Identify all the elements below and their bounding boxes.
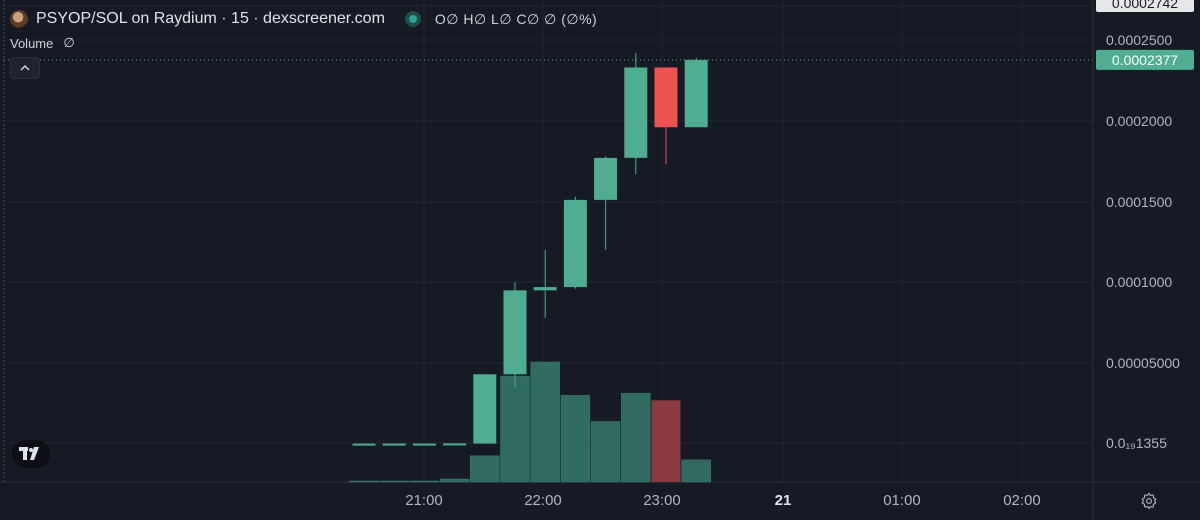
volume-bar (469, 455, 500, 483)
candle-body (352, 443, 376, 446)
y-tick-label: 0.0001500 (1106, 194, 1172, 210)
x-tick-label: 02:00 (1003, 492, 1041, 509)
gear-icon (1141, 492, 1157, 510)
last-price-tag-bg (1096, 49, 1194, 70)
volume-label: Volume (10, 35, 54, 51)
price-tag-high-bg (1096, 0, 1194, 12)
pair-title: PSYOP/SOL on Raydium · 15 · dexscreener.… (36, 10, 385, 27)
y-tick-label: 0.0001000 (1106, 274, 1172, 290)
last-price-tag: 0.0002377 (1112, 52, 1178, 68)
candle-body (594, 157, 618, 200)
volume-legend: Volume ∅ (10, 35, 75, 51)
volume-bar (439, 478, 470, 483)
y-tick-label: 0.0002500 (1106, 32, 1172, 48)
candle-body (443, 443, 467, 446)
y-tick-label: 0.0002000 (1106, 113, 1172, 129)
candle-body (624, 67, 648, 158)
x-tick-label: 23:00 (643, 492, 681, 509)
candle-body (684, 59, 708, 128)
chevron-up-icon (20, 64, 30, 71)
x-tick-label: 22:00 (524, 492, 562, 509)
chart-settings-button[interactable] (1138, 490, 1160, 512)
market-status-icon[interactable] (404, 11, 421, 27)
volume-bar (379, 480, 410, 483)
y-tick-label: 0.00005000 (1106, 355, 1180, 371)
candle-body (412, 443, 436, 446)
y-tick-label: 0.0₁₉1355 (1106, 435, 1167, 451)
candle-body (563, 199, 587, 288)
x-tick-label: 21 (775, 492, 792, 509)
volume-bar (651, 400, 681, 482)
volume-bar (620, 392, 651, 483)
volume-bar (409, 480, 440, 483)
candle-body (503, 290, 527, 375)
x-tick-label: 21:00 (405, 492, 443, 509)
tradingview-logo-icon[interactable] (12, 440, 50, 468)
token-avatar-icon (10, 10, 28, 28)
volume-value: ∅ (63, 35, 75, 50)
volume-bar (590, 421, 621, 483)
candle-body (533, 287, 557, 291)
price-tag-high: 0.0002742 (1112, 0, 1178, 11)
volume-bar (500, 375, 530, 483)
volume-bar (560, 394, 591, 483)
candle-body (473, 374, 497, 444)
x-tick-label: 01:00 (883, 492, 921, 509)
ohlc-readout: O∅ H∅ L∅ C∅ ∅ (∅%) (434, 10, 598, 27)
chart-header: PSYOP/SOL on Raydium · 15 · dexscreener.… (10, 8, 597, 30)
tradingview-mark-icon (19, 447, 39, 460)
volume-bar (349, 480, 379, 483)
collapse-legend-button[interactable] (10, 57, 40, 79)
candle-body (382, 443, 406, 446)
volume-bar (681, 459, 712, 483)
candle-body (654, 67, 678, 128)
volume-bar (530, 361, 561, 483)
